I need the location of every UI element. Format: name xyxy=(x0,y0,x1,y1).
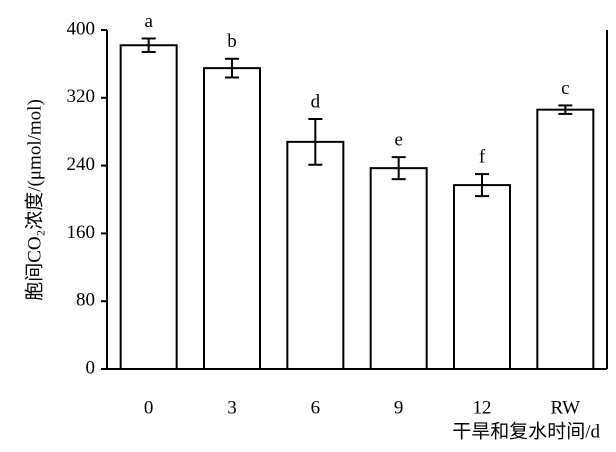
x-tick-label: 0 xyxy=(144,397,154,418)
bar xyxy=(286,140,345,370)
x-tick-label: 9 xyxy=(394,397,404,418)
x-tick-label: 12 xyxy=(473,397,492,418)
y-tick-label: 400 xyxy=(67,18,96,39)
significance-letter: d xyxy=(311,91,321,112)
y-tick-label: 0 xyxy=(86,357,96,378)
y-axis-label: 胞间CO₂浓度/(μmol/mol) xyxy=(23,99,45,301)
bar xyxy=(203,67,261,370)
x-tick-label: 6 xyxy=(311,397,321,418)
significance-letter: c xyxy=(561,78,569,99)
bar xyxy=(369,167,428,370)
x-axis-label: 干旱和复水时间/d xyxy=(452,420,600,442)
bar xyxy=(536,108,595,370)
x-tick-label: RW xyxy=(551,397,581,418)
y-tick-label: 240 xyxy=(67,154,96,175)
significance-letter: b xyxy=(227,31,237,52)
bar xyxy=(119,44,178,370)
y-tick-label: 80 xyxy=(76,290,95,311)
bar xyxy=(453,184,511,370)
significance-letter: a xyxy=(144,11,153,32)
significance-letter: e xyxy=(394,129,402,150)
y-tick-label: 320 xyxy=(67,86,96,107)
x-tick-label: 3 xyxy=(227,397,237,418)
y-tick-label: 160 xyxy=(67,222,96,243)
significance-letter: f xyxy=(479,146,486,167)
